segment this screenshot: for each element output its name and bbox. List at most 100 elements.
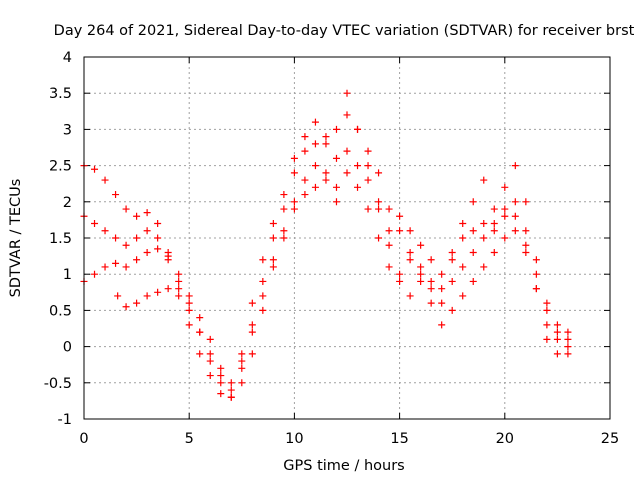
data-point (438, 285, 446, 293)
data-point (343, 169, 351, 177)
data-point (448, 277, 456, 285)
data-point (490, 248, 498, 256)
data-point (490, 227, 498, 235)
ticks (83, 56, 611, 420)
data-point (438, 321, 446, 329)
data-point (448, 248, 456, 256)
y-tick-label: 0 (63, 340, 72, 356)
y-tick-label: 2 (63, 195, 72, 211)
data-point (290, 169, 298, 177)
data-point (206, 350, 214, 358)
data-point (248, 299, 256, 307)
data-point (290, 154, 298, 162)
data-point (259, 292, 267, 300)
data-point (396, 227, 404, 235)
data-point (532, 270, 540, 278)
data-point (280, 234, 288, 242)
data-point (469, 277, 477, 285)
data-point (332, 198, 340, 206)
x-tick-label: 15 (390, 431, 408, 447)
data-point (112, 191, 120, 199)
data-point (217, 372, 225, 380)
data-point (375, 198, 383, 206)
series-track-4 (114, 147, 572, 401)
data-point (469, 198, 477, 206)
y-tick-label: 1 (63, 267, 72, 283)
data-point (511, 198, 519, 206)
data-point (143, 292, 151, 300)
data-point (322, 140, 330, 148)
data-point (375, 234, 383, 242)
chart-title: Day 264 of 2021, Sidereal Day-to-day VTE… (54, 23, 635, 39)
data-point (501, 234, 509, 242)
data-point (354, 162, 362, 170)
data-point (122, 241, 130, 249)
data-point (543, 306, 551, 314)
y-tick-label: 4 (63, 50, 72, 66)
data-point (511, 162, 519, 170)
data-point (480, 234, 488, 242)
data-point (501, 183, 509, 191)
data-point (343, 147, 351, 155)
data-point (101, 176, 109, 184)
data-point (112, 259, 120, 267)
data-point (238, 379, 246, 387)
data-point (448, 256, 456, 264)
data-point (91, 220, 99, 228)
data-point (217, 364, 225, 372)
y-tick-label: -0.5 (44, 376, 72, 392)
data-point (480, 263, 488, 271)
data-point (364, 205, 372, 213)
data-point (206, 335, 214, 343)
plot-frame (83, 56, 611, 420)
data-point (311, 183, 319, 191)
data-point (322, 169, 330, 177)
data-point (269, 263, 277, 271)
data-point (343, 89, 351, 97)
data-point (364, 162, 372, 170)
data-point (196, 350, 204, 358)
data-point (375, 205, 383, 213)
data-point (543, 299, 551, 307)
data-point (301, 176, 309, 184)
data-point (101, 227, 109, 235)
x-tick-label: 10 (285, 431, 303, 447)
data-point (217, 379, 225, 387)
grid (84, 57, 610, 419)
y-tick-label: 1.5 (49, 231, 72, 247)
data-point (427, 256, 435, 264)
data-point (227, 379, 235, 387)
x-tick-label: 25 (601, 431, 619, 447)
data-point (448, 306, 456, 314)
data-point (511, 227, 519, 235)
data-point (501, 212, 509, 220)
data-point (332, 154, 340, 162)
data-point (385, 205, 393, 213)
data-point (417, 277, 425, 285)
data-point (238, 364, 246, 372)
data-point (532, 256, 540, 264)
x-tick-label: 20 (496, 431, 514, 447)
data-point (322, 133, 330, 141)
data-point (122, 263, 130, 271)
data-point (112, 234, 120, 242)
data-point (91, 165, 99, 173)
data-point (248, 321, 256, 329)
data-point (564, 328, 572, 336)
data-point (133, 234, 141, 242)
data-point (164, 285, 172, 293)
data-point (154, 288, 162, 296)
data-point (564, 350, 572, 358)
data-point (154, 234, 162, 242)
data-point (143, 227, 151, 235)
data-point (154, 245, 162, 253)
data-point (133, 299, 141, 307)
data-point (375, 169, 383, 177)
data-point (438, 270, 446, 278)
data-point (248, 350, 256, 358)
data-point (322, 176, 330, 184)
data-point (280, 227, 288, 235)
data-point (259, 306, 267, 314)
data-point (185, 292, 193, 300)
data-point (532, 285, 540, 293)
